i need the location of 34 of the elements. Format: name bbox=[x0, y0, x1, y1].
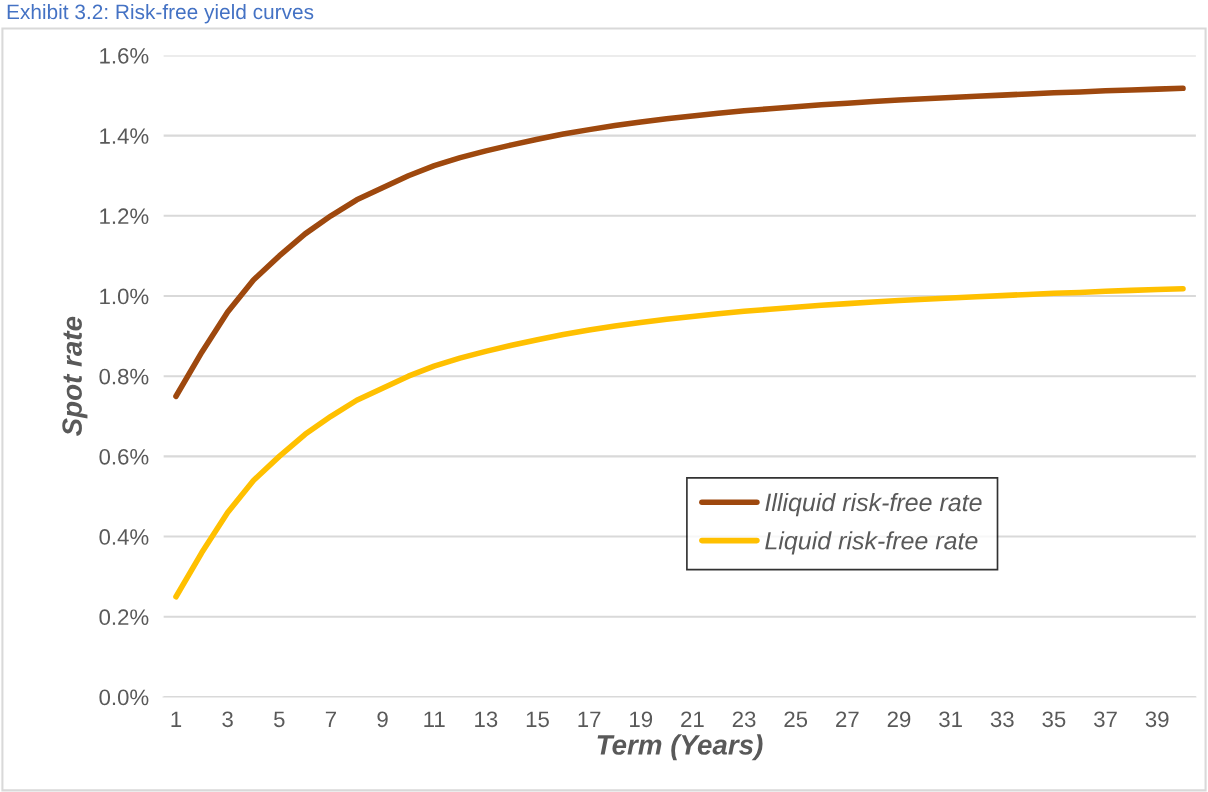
x-tick-label: 31 bbox=[939, 711, 962, 728]
x-tick-label: 5 bbox=[273, 711, 285, 728]
x-tick-label: 1 bbox=[171, 711, 182, 727]
y-tick-label: 0.6% bbox=[99, 448, 149, 465]
x-tick-label: 9 bbox=[377, 711, 388, 728]
x-tick-label: 17 bbox=[578, 711, 601, 727]
x-tick-label: 29 bbox=[887, 711, 911, 728]
x-tick-label: 21 bbox=[681, 711, 704, 727]
x-tick-label: 13 bbox=[475, 711, 498, 728]
x-tick-label: 39 bbox=[1145, 711, 1169, 728]
x-tick-label: 27 bbox=[836, 711, 859, 727]
x-tick-label: 37 bbox=[1094, 711, 1117, 728]
y-tick-label: 1.6% bbox=[100, 47, 149, 64]
y-tick-label: 1.2% bbox=[100, 208, 149, 224]
y-tick-label: 0.8% bbox=[99, 368, 149, 385]
x-tick-label: 3 bbox=[222, 711, 233, 728]
x-tick-label: 19 bbox=[630, 711, 653, 728]
x-tick-label: 7 bbox=[325, 711, 336, 727]
y-tick-label: 0.2% bbox=[99, 609, 149, 626]
legend-label: Illiquid risk-free rate bbox=[765, 492, 982, 517]
legend-label: Liquid risk-free rate bbox=[765, 531, 978, 555]
y-tick-label: 1.0% bbox=[100, 288, 149, 305]
x-tick-label: 11 bbox=[424, 711, 445, 727]
y-tick-label: 1.4% bbox=[100, 128, 149, 144]
x-tick-label: 33 bbox=[990, 711, 1014, 728]
x-axis-title: Term (Years) bbox=[597, 734, 763, 761]
x-tick-label: 35 bbox=[1042, 711, 1066, 728]
chart-title: Exhibit 3.2: Risk-free yield curves bbox=[7, 3, 314, 24]
y-tick-label: 0.4% bbox=[99, 529, 149, 545]
x-tick-label: 25 bbox=[784, 711, 808, 728]
y-tick-label: 0.0% bbox=[99, 689, 149, 706]
x-tick-label: 23 bbox=[732, 711, 756, 728]
x-tick-label: 15 bbox=[526, 711, 549, 728]
y-axis-title: Spot rate bbox=[62, 316, 88, 437]
